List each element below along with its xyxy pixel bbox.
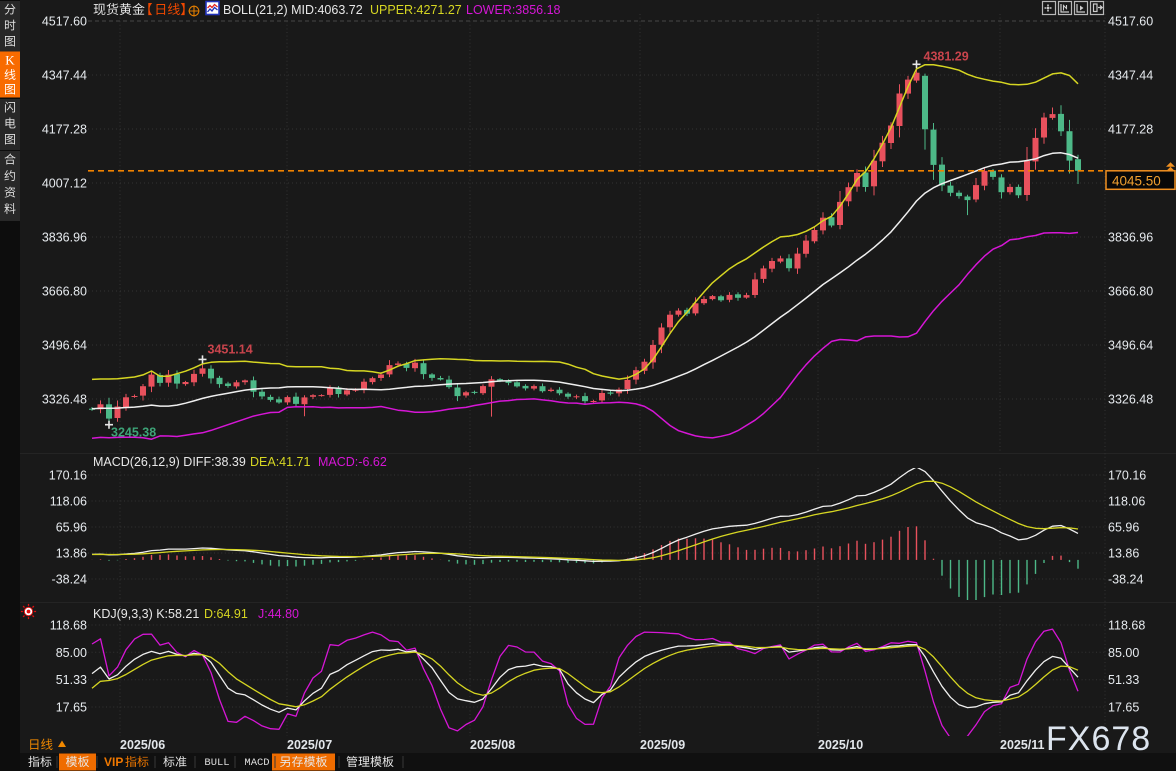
svg-text:3836.96: 3836.96 xyxy=(42,231,87,245)
svg-text:K: K xyxy=(5,53,15,68)
svg-text:170.16: 170.16 xyxy=(49,469,87,483)
svg-text:MACD: MACD xyxy=(244,757,269,769)
svg-text:3496.64: 3496.64 xyxy=(42,339,87,353)
svg-text:170.16: 170.16 xyxy=(1108,469,1146,483)
svg-text:13.86: 13.86 xyxy=(1108,547,1139,561)
svg-text:3666.80: 3666.80 xyxy=(1108,285,1153,299)
svg-text:4177.28: 4177.28 xyxy=(42,123,87,137)
svg-text:LOWER:3856.18: LOWER:3856.18 xyxy=(466,3,561,17)
svg-text:3326.48: 3326.48 xyxy=(1108,393,1153,407)
svg-text:3496.64: 3496.64 xyxy=(1108,339,1153,353)
svg-text:BOLL(21,2) MID:4063.72: BOLL(21,2) MID:4063.72 xyxy=(223,3,363,17)
svg-text:3451.14: 3451.14 xyxy=(208,342,253,356)
svg-text:118.68: 118.68 xyxy=(50,619,87,633)
svg-text:-38.24: -38.24 xyxy=(52,573,87,587)
svg-text:85.00: 85.00 xyxy=(56,646,87,660)
svg-text:FX678: FX678 xyxy=(1046,720,1151,758)
svg-text:4347.44: 4347.44 xyxy=(42,69,87,83)
svg-text:3326.48: 3326.48 xyxy=(42,393,87,407)
svg-text:MACD:-6.62: MACD:-6.62 xyxy=(318,455,387,469)
svg-text:UPPER:4271.27: UPPER:4271.27 xyxy=(370,3,462,17)
svg-text:KDJ(9,3,3) K:58.21: KDJ(9,3,3) K:58.21 xyxy=(93,607,199,621)
svg-text:D:64.91: D:64.91 xyxy=(204,607,248,621)
svg-text:DEA:41.71: DEA:41.71 xyxy=(250,455,311,469)
svg-text:3245.38: 3245.38 xyxy=(111,426,156,440)
svg-text:51.33: 51.33 xyxy=(56,673,87,687)
svg-text:118.68: 118.68 xyxy=(1108,619,1145,633)
svg-text:2025/08: 2025/08 xyxy=(470,738,515,752)
svg-text:3666.80: 3666.80 xyxy=(42,285,87,299)
svg-text:85.00: 85.00 xyxy=(1108,646,1139,660)
svg-text:BULL: BULL xyxy=(204,757,229,769)
svg-text:4381.29: 4381.29 xyxy=(924,49,969,63)
svg-text:118.06: 118.06 xyxy=(50,495,87,509)
svg-text:118.06: 118.06 xyxy=(1108,495,1145,509)
svg-text:4177.28: 4177.28 xyxy=(1108,123,1153,137)
svg-text:13.86: 13.86 xyxy=(56,547,87,561)
svg-text:51.33: 51.33 xyxy=(1108,673,1139,687)
svg-text:2025/09: 2025/09 xyxy=(640,738,685,752)
svg-text:4517.60: 4517.60 xyxy=(1108,15,1153,29)
svg-text:2025/06: 2025/06 xyxy=(120,738,165,752)
svg-text:2025/11: 2025/11 xyxy=(1000,738,1045,752)
svg-text:4045.50: 4045.50 xyxy=(1112,173,1161,188)
svg-text:17.65: 17.65 xyxy=(56,701,87,715)
svg-text:2025/07: 2025/07 xyxy=(287,738,332,752)
svg-text:MACD(26,12,9) DIFF:38.39: MACD(26,12,9) DIFF:38.39 xyxy=(93,455,246,469)
svg-text:65.96: 65.96 xyxy=(56,521,87,535)
svg-text:65.96: 65.96 xyxy=(1108,521,1139,535)
svg-text:17.65: 17.65 xyxy=(1108,701,1139,715)
svg-text:J:44.80: J:44.80 xyxy=(258,607,299,621)
svg-text:4007.12: 4007.12 xyxy=(42,177,87,191)
svg-text:3836.96: 3836.96 xyxy=(1108,231,1153,245)
svg-text:-38.24: -38.24 xyxy=(1108,573,1143,587)
svg-text:VIP: VIP xyxy=(104,755,123,769)
svg-text:4347.44: 4347.44 xyxy=(1108,69,1153,83)
svg-text:4517.60: 4517.60 xyxy=(42,15,87,29)
svg-text:2025/10: 2025/10 xyxy=(818,738,863,752)
